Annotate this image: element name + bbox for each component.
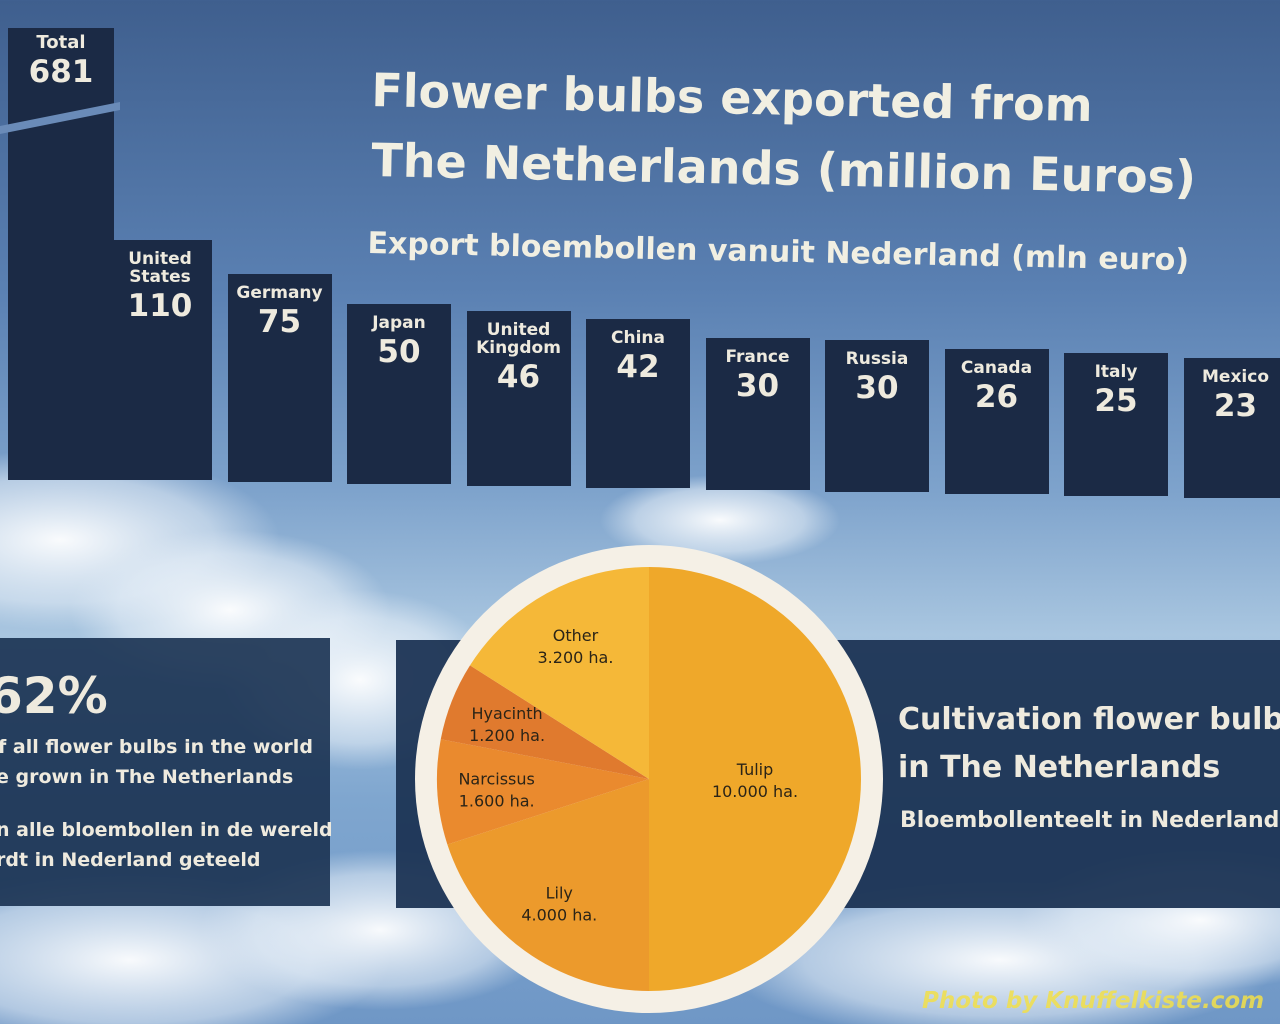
stat-percent: 62% — [0, 667, 108, 725]
cultivation-subtitle: Bloembollenteelt in Nederland — [900, 808, 1280, 833]
bar-label: Russia — [845, 349, 909, 370]
bar-label: Japan — [372, 313, 426, 334]
bar-canada: Canada 26 — [944, 348, 1049, 494]
bar-china: China 42 — [586, 318, 690, 488]
bar-total: Total 681 — [8, 28, 114, 480]
stat-text-nl-line1: n alle bloembollen in de wereld — [0, 819, 333, 841]
bar-total-value: 681 — [28, 54, 94, 90]
pie-slice-value: 10.000 ha. — [712, 782, 798, 801]
pie-slice-label: Hyacinth — [472, 704, 543, 723]
pie-slice-value: 1.200 ha. — [469, 726, 545, 745]
bar-value: 25 — [1094, 382, 1138, 419]
bar-value: 30 — [855, 370, 899, 407]
bar-value: 46 — [496, 359, 541, 396]
bar-mexico: Mexico 23 — [1183, 358, 1280, 498]
bar-label: Italy — [1094, 361, 1138, 382]
bar-label: United States — [128, 249, 192, 288]
bar-value: 75 — [257, 304, 302, 341]
bar-value: 30 — [735, 368, 780, 405]
pie-slice-lily — [447, 779, 649, 991]
bar-label: United Kingdom — [476, 320, 561, 359]
pie-slice-value: 1.600 ha. — [459, 792, 535, 811]
pie-slice-label: Narcissus — [458, 770, 534, 789]
cultivation-pie-chart: Tulip 10.000 ha. Lily 4.000 ha. Narcissus 1.6… — [415, 545, 883, 1013]
stat-panel — [0, 638, 330, 906]
pie-slice-label: Lily — [546, 883, 573, 902]
pie-slice-value: 3.200 ha. — [538, 648, 614, 667]
bar-italy: Italy 25 — [1064, 352, 1168, 496]
bar-germany: Germany 75 — [227, 274, 332, 482]
bar-label: France — [725, 347, 790, 368]
bar-value: 42 — [616, 348, 660, 385]
pie-slice-other — [470, 567, 649, 779]
stat-text-en-line1: f all flower bulbs in the world — [0, 736, 313, 758]
cultivation-title-line1: Cultivation flower bulbs — [898, 702, 1280, 737]
bar-label: China — [611, 327, 665, 348]
pie-slice-label: Other — [553, 626, 599, 645]
pie-slice-hyacinth — [440, 665, 649, 779]
cultivation-title-line2: in The Netherlands — [898, 750, 1221, 785]
bar-value: 110 — [127, 288, 193, 325]
bar-value: 26 — [974, 378, 1019, 415]
bar-label: Germany — [236, 283, 323, 304]
pie-slice-value: 4.000 ha. — [521, 905, 597, 924]
pie-slice-narcissus — [437, 739, 649, 845]
bar-value: 50 — [377, 334, 421, 371]
bar-value: 23 — [1213, 388, 1258, 425]
bar-france: France 30 — [705, 338, 810, 490]
bar-united-kingdom: United Kingdom 46 — [466, 311, 571, 486]
bar-russia: Russia 30 — [825, 340, 929, 492]
total-break-mark — [0, 102, 120, 134]
bar-japan: Japan 50 — [347, 304, 451, 484]
pie-slice-label: Tulip — [736, 760, 774, 779]
bar-total-label: Total — [36, 32, 86, 53]
bar-label: Mexico — [1202, 367, 1269, 388]
bar-united-states: United States 110 — [108, 240, 212, 480]
stat-text-nl-line2: rdt in Nederland geteeld — [0, 849, 261, 871]
bar-label: Canada — [960, 357, 1033, 378]
stat-text-en-line2: e grown in The Netherlands — [0, 766, 294, 788]
pie-slice-tulip — [649, 567, 861, 991]
watermark: Photo by Knuffelkiste.com — [922, 988, 1265, 1014]
